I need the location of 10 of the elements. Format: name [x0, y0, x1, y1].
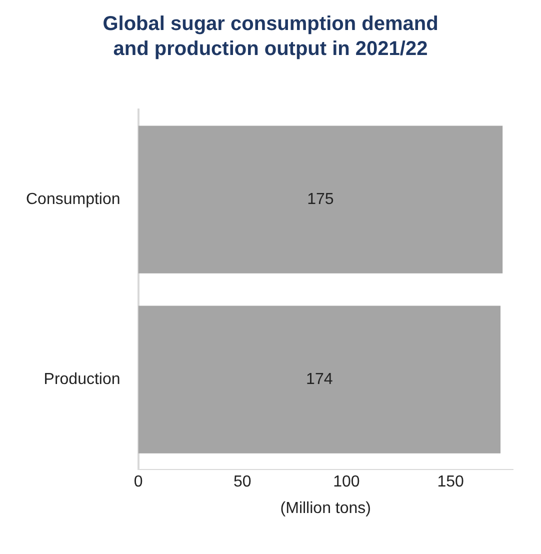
x-axis-title: (Million tons) [280, 500, 371, 517]
x-tick-label: 150 [437, 474, 464, 491]
data-label: 174 [306, 371, 333, 388]
x-tick-label: 50 [233, 474, 252, 491]
data-label: 175 [307, 191, 334, 208]
y-tick-label: Consumption [26, 191, 120, 208]
x-tick-label: 0 [134, 474, 143, 491]
chart-title: Global sugar consumption demand and production output in 2021/22 [102, 12, 440, 62]
y-tick-label: Production [44, 371, 120, 388]
x-tick-label: 100 [333, 474, 360, 491]
